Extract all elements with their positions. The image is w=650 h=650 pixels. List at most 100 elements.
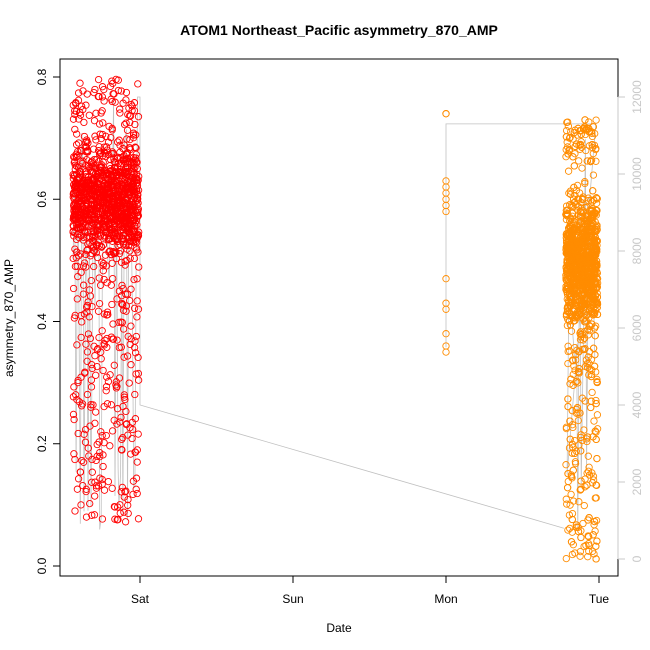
data-point <box>565 146 573 154</box>
data-point <box>86 499 94 508</box>
data-point <box>575 368 583 376</box>
data-point <box>116 105 124 113</box>
data-point <box>133 246 141 254</box>
data-point <box>76 468 84 476</box>
data-point <box>117 87 125 95</box>
data-point <box>100 233 108 241</box>
data-point <box>564 118 572 126</box>
data-point <box>563 484 572 492</box>
data-point <box>593 378 601 386</box>
data-point <box>100 486 109 494</box>
data-point <box>584 532 592 540</box>
data-point <box>583 220 591 228</box>
data-point <box>577 328 585 336</box>
data-point <box>571 436 579 445</box>
data-point <box>593 425 602 433</box>
data-point <box>588 547 597 555</box>
data-point <box>585 359 593 368</box>
data-point <box>566 524 574 533</box>
data-point <box>133 458 141 466</box>
data-point <box>133 313 141 321</box>
data-point <box>100 97 108 105</box>
data-point <box>87 158 95 167</box>
data-point <box>83 308 91 316</box>
data-point <box>70 201 78 209</box>
data-point <box>87 200 95 208</box>
data-point <box>75 139 83 147</box>
data-point <box>578 164 586 172</box>
data-point <box>570 162 578 170</box>
data-point <box>118 446 126 454</box>
data-point <box>568 209 576 217</box>
data-point <box>574 416 582 425</box>
data-point <box>129 153 138 162</box>
data-point <box>563 500 571 508</box>
data-point <box>92 109 100 117</box>
data-point <box>91 85 99 94</box>
data-point <box>107 401 115 409</box>
data-point <box>576 141 585 149</box>
data-point <box>592 206 600 214</box>
data-point <box>569 153 577 161</box>
data-point <box>124 495 132 504</box>
data-point <box>120 353 128 361</box>
data-point <box>127 100 135 109</box>
data-point <box>111 98 119 106</box>
data-point <box>94 203 102 211</box>
data-point <box>568 267 577 275</box>
data-point <box>131 337 139 345</box>
data-point <box>122 88 131 97</box>
data-point <box>566 501 574 509</box>
data-point <box>583 433 592 441</box>
data-point <box>130 275 138 284</box>
data-point <box>576 212 585 220</box>
data-point <box>115 287 124 295</box>
data-point <box>579 244 587 252</box>
data-point <box>119 402 127 411</box>
data-point <box>124 214 132 222</box>
data-point <box>108 97 116 106</box>
data-point <box>134 113 143 121</box>
data-point <box>576 552 584 560</box>
data-point <box>88 249 96 258</box>
data-point <box>71 171 79 179</box>
data-point <box>79 281 88 289</box>
data-point <box>129 157 137 165</box>
data-point <box>575 498 583 506</box>
data-point <box>114 76 122 84</box>
data-point <box>80 259 89 267</box>
data-point <box>72 254 80 262</box>
data-point <box>124 189 133 197</box>
data-point <box>70 158 78 167</box>
data-point <box>587 372 595 381</box>
x-tick-label: Sat <box>131 592 150 606</box>
data-point <box>70 314 79 322</box>
data-point <box>121 395 129 404</box>
data-point <box>82 143 91 151</box>
data-point <box>116 214 124 223</box>
data-point <box>564 395 572 403</box>
data-point <box>81 229 90 237</box>
data-point <box>134 80 142 88</box>
data-point <box>91 492 99 500</box>
data-point <box>112 384 121 392</box>
data-point <box>116 501 124 509</box>
data-point <box>109 274 117 283</box>
data-point <box>584 258 592 266</box>
data-point <box>574 527 583 536</box>
data-point <box>77 373 85 381</box>
data-point <box>580 334 589 342</box>
data-point <box>130 233 139 241</box>
data-point <box>125 241 133 250</box>
data-point <box>100 439 108 447</box>
data-point <box>114 229 122 237</box>
data-point <box>79 481 87 490</box>
data-point <box>116 169 124 177</box>
data-point <box>117 488 125 496</box>
data-point <box>587 355 596 364</box>
data-point <box>124 209 132 217</box>
data-point <box>573 272 582 281</box>
data-point <box>567 312 576 321</box>
data-point <box>71 125 79 134</box>
data-point <box>120 508 128 516</box>
